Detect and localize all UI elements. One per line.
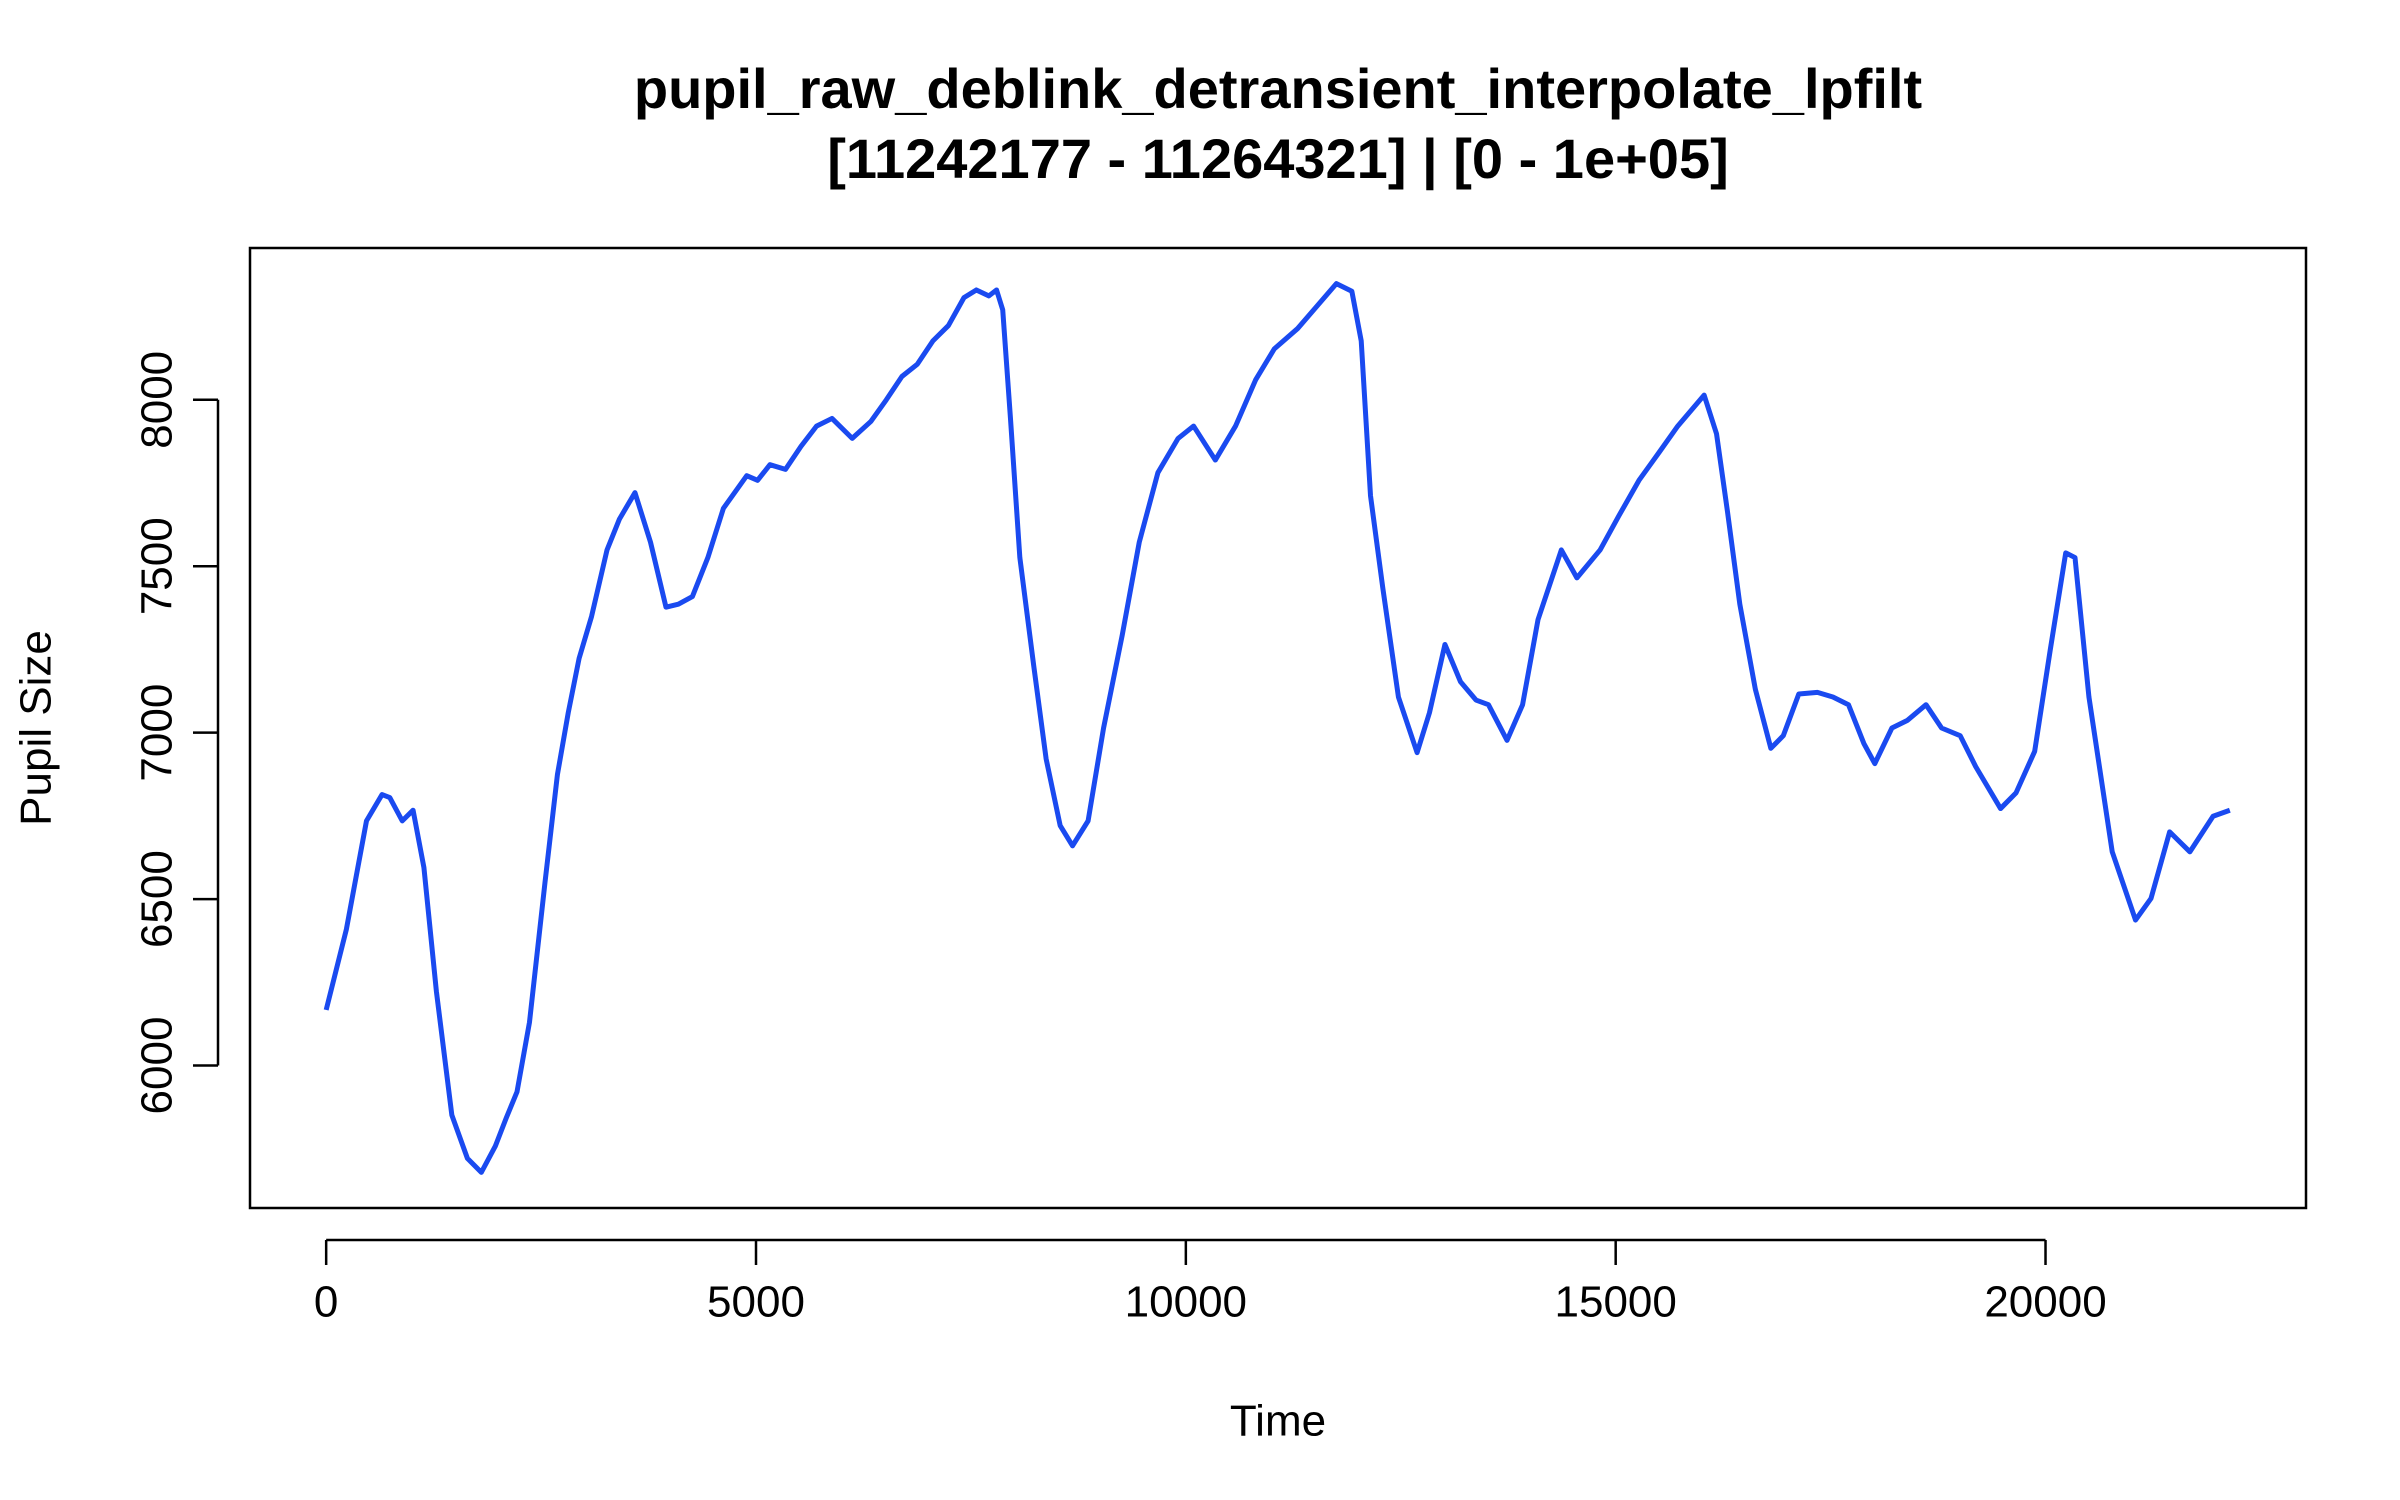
y-tick-label: 6500 bbox=[133, 850, 182, 948]
y-tick-label: 7000 bbox=[133, 684, 182, 782]
plot-frame bbox=[248, 246, 2308, 1210]
x-tick-label: 20000 bbox=[1984, 1278, 2106, 1327]
x-tick-label: 15000 bbox=[1555, 1278, 1677, 1327]
y-tick-label: 8000 bbox=[133, 351, 182, 449]
x-tick-label: 0 bbox=[314, 1278, 338, 1327]
x-axis-title: Time bbox=[1230, 1397, 1326, 1446]
y-tick-label: 6000 bbox=[133, 1017, 182, 1115]
chart-subtitle: [11242177 - 11264321] | [0 - 1e+05] bbox=[827, 127, 1728, 191]
x-tick-label: 5000 bbox=[707, 1278, 805, 1327]
data-line bbox=[323, 281, 2231, 1175]
y-axis-title: Pupil Size bbox=[12, 630, 61, 826]
y-tick-label: 7500 bbox=[133, 517, 182, 615]
chart-title: pupil_raw_deblink_detransient_interpolat… bbox=[634, 57, 1922, 120]
x-tick-label: 10000 bbox=[1125, 1278, 1247, 1327]
